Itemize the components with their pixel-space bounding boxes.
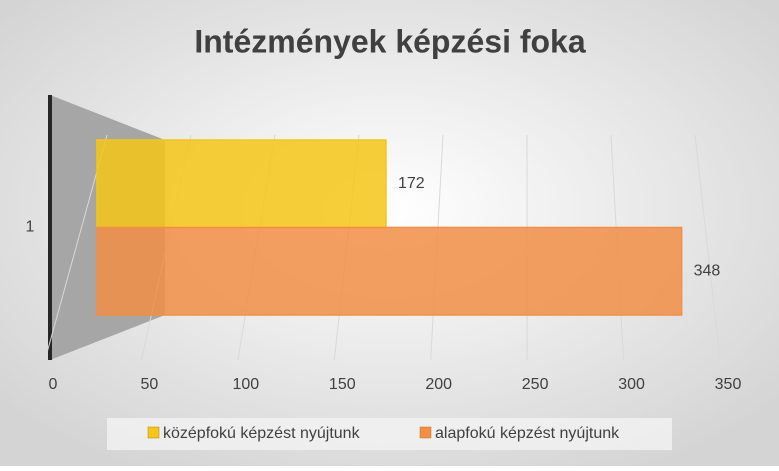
legend-label: középfokú képzést nyújtunk	[163, 425, 361, 442]
x-tick-label: 300	[618, 376, 645, 393]
x-tick-label: 50	[141, 376, 159, 393]
legend-marker	[420, 427, 431, 438]
bar	[97, 228, 682, 316]
legend-marker	[148, 427, 159, 438]
x-tick-label: 200	[425, 376, 452, 393]
data-label: 172	[398, 175, 425, 192]
x-tick-label: 0	[49, 376, 58, 393]
x-tick-label: 150	[329, 376, 356, 393]
x-tick-label: 100	[233, 376, 260, 393]
y-tick-label: 1	[26, 219, 35, 236]
bar	[97, 140, 386, 228]
chart-title: Intézmények képzési foka	[194, 23, 585, 59]
x-tick-label: 250	[522, 376, 549, 393]
legend-label: alapfokú képzést nyújtunk	[435, 425, 620, 442]
x-tick-label: 350	[715, 376, 742, 393]
data-label: 348	[694, 262, 721, 279]
